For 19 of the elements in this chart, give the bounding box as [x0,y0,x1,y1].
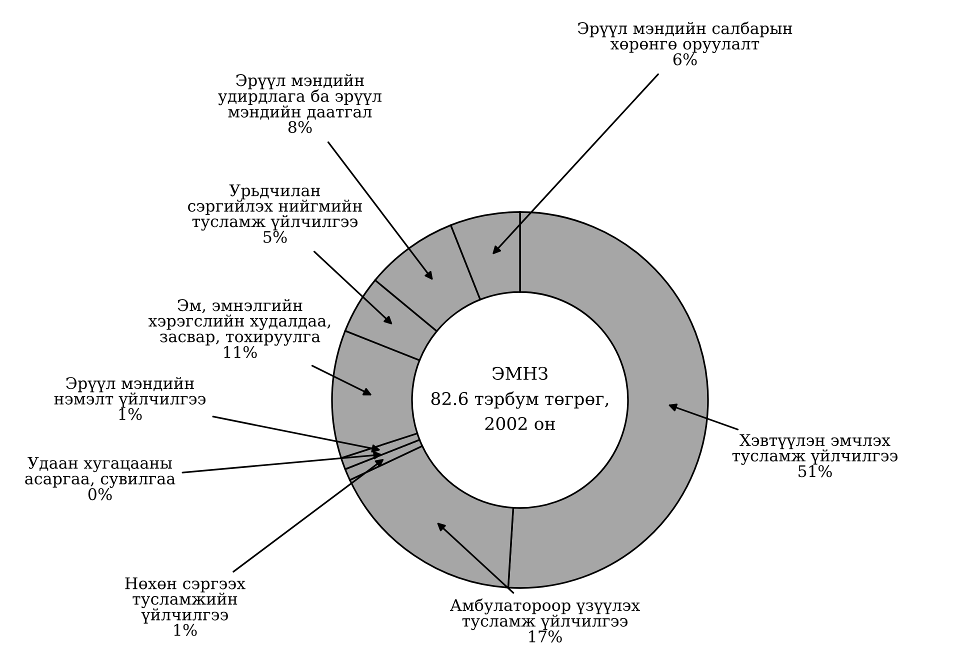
slice-label: Эрүүл мэндийн удирдлага ба эрүүл мэндийн даатгал [218,74,382,120]
data-label: 8% [288,120,312,134]
data-label: 17% [529,630,562,642]
slice-label: Эм, эмнэлгийн хэрэгслийн худалдаа, засвар, тохируулга [148,299,330,346]
slice-label: Эрүүл мэндийн салбарын хөрөнгө оруулалт [578,22,792,53]
text: 0% [88,488,112,500]
slice-label: Хэвтүүлэн эмчлэх тусламж үйлчилгээ [732,434,898,465]
slice-label: Эрүүл мэндийн нэмэлт үйлчилгээ [54,376,206,408]
data-label: 6% [673,53,697,66]
data-label: 1% [174,624,197,636]
category-label: Удаан хугацааны асаргаа, сувилгаа [25,456,176,488]
text: ЭМНЗ 82.6 тэрбум төгрөг, 2002 он [431,366,608,430]
data-label: 5% [264,230,287,243]
data-label: 11% [224,346,257,358]
slice-label: Амбулатороор үзүүлэх тусламж үйлчилгээ [450,598,640,630]
slice-label: Нөхөн сэргээх тусламжийн үйлчилгээ [125,577,246,624]
data-label: 51% [798,465,832,478]
data-label: 1% [119,408,142,420]
slice-label: Урьдчилан сэргийлэх нийгмийн тусламж үйлчилгээ [188,184,362,231]
